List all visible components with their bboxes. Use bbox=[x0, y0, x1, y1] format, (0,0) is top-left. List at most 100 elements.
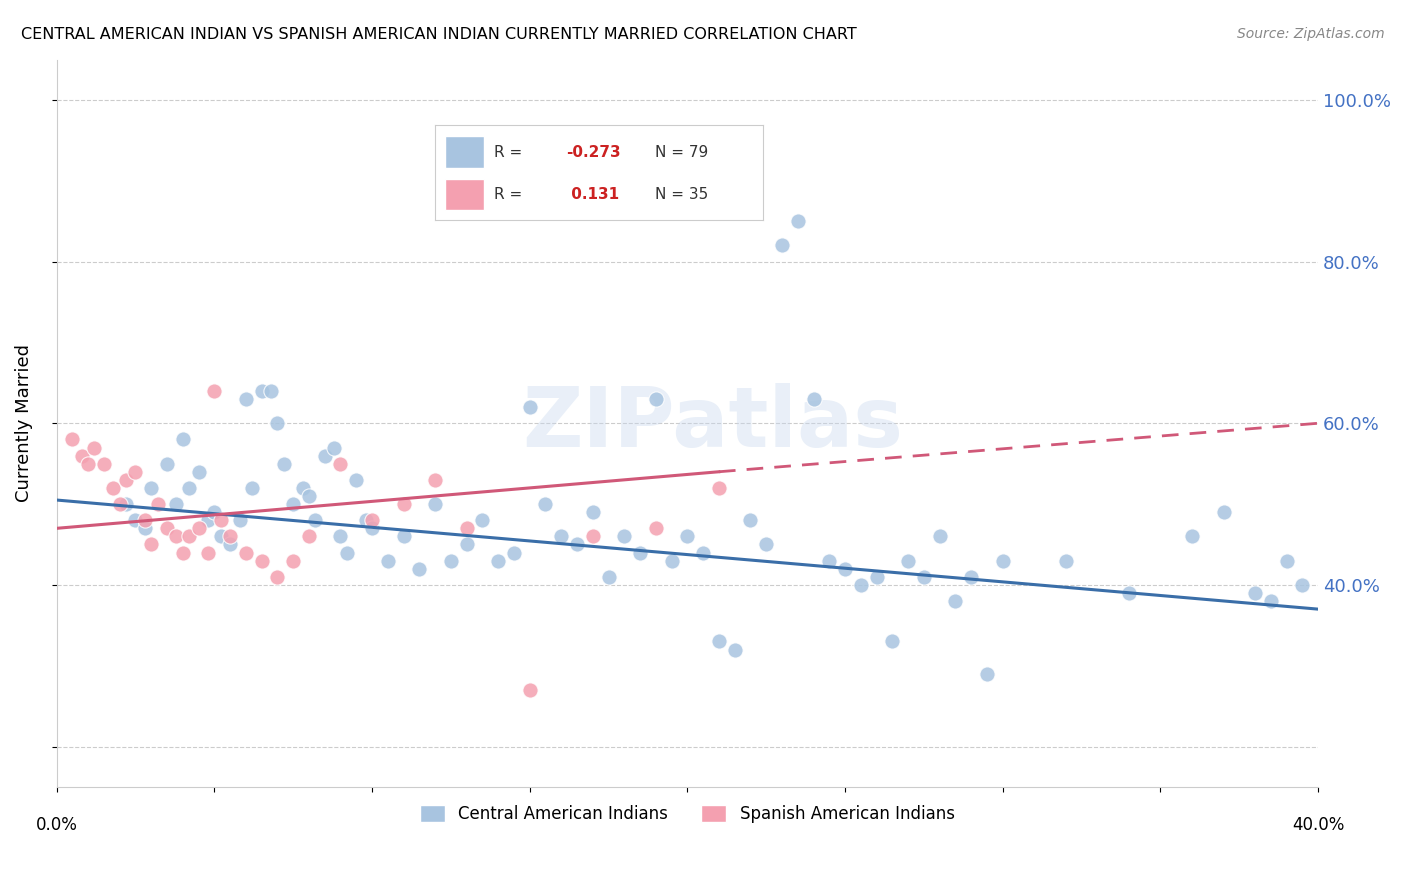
Point bbox=[240, 481, 263, 495]
Point bbox=[519, 400, 541, 414]
Point bbox=[456, 537, 478, 551]
Point bbox=[849, 578, 872, 592]
Point bbox=[344, 473, 367, 487]
Point bbox=[108, 497, 131, 511]
Point bbox=[177, 529, 200, 543]
Text: Source: ZipAtlas.com: Source: ZipAtlas.com bbox=[1237, 27, 1385, 41]
Point bbox=[882, 634, 904, 648]
Point bbox=[408, 562, 430, 576]
Point bbox=[209, 513, 232, 527]
Point bbox=[865, 570, 887, 584]
Point bbox=[93, 457, 115, 471]
Point bbox=[1275, 554, 1298, 568]
Point bbox=[707, 634, 730, 648]
Point bbox=[235, 545, 257, 559]
Point bbox=[281, 554, 304, 568]
Point bbox=[146, 497, 169, 511]
Point bbox=[298, 529, 321, 543]
Point bbox=[818, 554, 841, 568]
Point bbox=[377, 554, 399, 568]
Point bbox=[803, 392, 825, 406]
Point bbox=[115, 473, 138, 487]
Point bbox=[235, 392, 257, 406]
Point bbox=[644, 521, 666, 535]
Point bbox=[197, 513, 219, 527]
Point bbox=[1054, 554, 1077, 568]
Point bbox=[724, 642, 747, 657]
Point bbox=[755, 537, 778, 551]
Point bbox=[197, 545, 219, 559]
Text: 40.0%: 40.0% bbox=[1292, 816, 1344, 834]
Legend: Central American Indians, Spanish American Indians: Central American Indians, Spanish Americ… bbox=[413, 798, 962, 830]
Point bbox=[250, 384, 273, 398]
Point bbox=[740, 513, 762, 527]
Point bbox=[202, 384, 225, 398]
Point bbox=[83, 441, 105, 455]
Point bbox=[519, 682, 541, 697]
Point bbox=[1291, 578, 1313, 592]
Point bbox=[354, 513, 377, 527]
Point bbox=[156, 521, 179, 535]
Point bbox=[644, 392, 666, 406]
Point bbox=[991, 554, 1014, 568]
Point bbox=[336, 545, 359, 559]
Point bbox=[486, 554, 509, 568]
Point bbox=[281, 497, 304, 511]
Point bbox=[187, 521, 209, 535]
Point bbox=[187, 465, 209, 479]
Point bbox=[172, 545, 194, 559]
Point bbox=[582, 505, 605, 519]
Point bbox=[70, 449, 93, 463]
Point bbox=[260, 384, 283, 398]
Point bbox=[1244, 586, 1267, 600]
Point bbox=[786, 214, 808, 228]
Point bbox=[440, 554, 463, 568]
Point bbox=[156, 457, 179, 471]
Point bbox=[503, 545, 526, 559]
Point bbox=[314, 449, 336, 463]
Point bbox=[707, 481, 730, 495]
Point bbox=[323, 441, 346, 455]
Point bbox=[124, 513, 146, 527]
Point bbox=[134, 513, 156, 527]
Point bbox=[166, 497, 188, 511]
Point bbox=[166, 529, 188, 543]
Point bbox=[692, 545, 714, 559]
Point bbox=[676, 529, 699, 543]
Point bbox=[124, 465, 146, 479]
Point bbox=[361, 521, 384, 535]
Point bbox=[266, 417, 288, 431]
Point bbox=[471, 513, 494, 527]
Text: 0.0%: 0.0% bbox=[35, 816, 77, 834]
Point bbox=[456, 521, 478, 535]
Point bbox=[582, 529, 605, 543]
Point bbox=[141, 481, 163, 495]
Point bbox=[912, 570, 935, 584]
Point bbox=[250, 554, 273, 568]
Point bbox=[928, 529, 950, 543]
Text: ZIPatlas: ZIPatlas bbox=[522, 383, 903, 464]
Point bbox=[329, 457, 352, 471]
Point bbox=[1118, 586, 1140, 600]
Point bbox=[1212, 505, 1234, 519]
Point bbox=[103, 481, 125, 495]
Point bbox=[1181, 529, 1204, 543]
Point bbox=[77, 457, 100, 471]
Point bbox=[298, 489, 321, 503]
Point bbox=[392, 529, 415, 543]
Point bbox=[291, 481, 314, 495]
Point bbox=[172, 433, 194, 447]
Point bbox=[115, 497, 138, 511]
Point bbox=[628, 545, 651, 559]
Point bbox=[598, 570, 620, 584]
Point bbox=[304, 513, 326, 527]
Point bbox=[661, 554, 683, 568]
Point bbox=[209, 529, 232, 543]
Point bbox=[392, 497, 415, 511]
Point bbox=[423, 473, 446, 487]
Point bbox=[534, 497, 557, 511]
Point bbox=[228, 513, 250, 527]
Point bbox=[834, 562, 856, 576]
Point bbox=[141, 537, 163, 551]
Point bbox=[177, 481, 200, 495]
